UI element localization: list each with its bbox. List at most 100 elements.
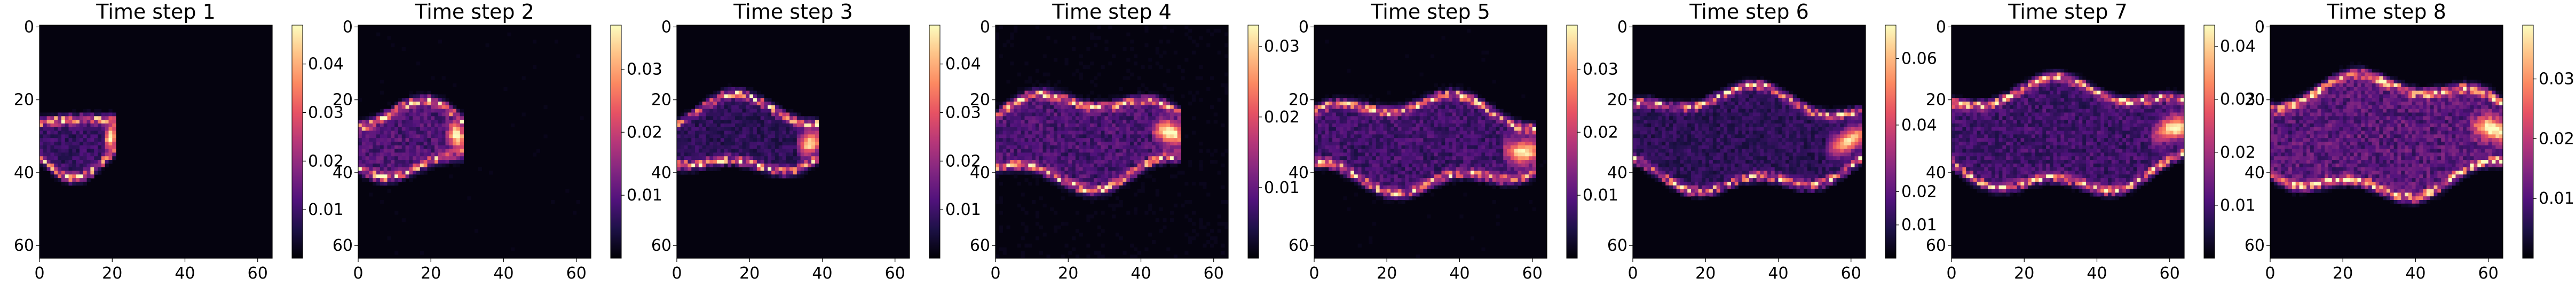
heatmap-cell [1405,181,1409,186]
heatmap-cell [724,116,728,120]
heatmap-cell [1213,112,1218,117]
heatmap-cell [1437,142,1442,146]
heatmap-cell [1412,163,1417,168]
heatmap-cell [706,127,710,131]
heatmap-cell [1518,145,1522,150]
heatmap-cell [702,112,706,117]
heatmap-cell [90,142,94,146]
heatmap-cell [735,112,739,117]
heatmap-cell [1104,189,1109,193]
heatmap-cell [438,40,442,44]
heatmap-cell [1072,116,1076,120]
heatmap-cell [387,36,391,40]
heatmap-cell [380,138,384,142]
heatmap-cell [43,156,48,160]
heatmap-cell [1035,163,1040,168]
heatmap-cell [1481,116,1485,120]
heatmap-cell [1006,120,1010,124]
heatmap-cell [1173,163,1178,168]
heatmap-cell [1097,109,1101,113]
heatmap-cell [1376,189,1380,193]
heatmap-cell [86,152,91,157]
heatmap-cell [112,142,116,146]
heatmap-cell [731,149,736,153]
heatmap-cell [1039,120,1043,124]
heatmap-cell [1387,130,1391,135]
heatmap-cell [768,130,772,135]
heatmap-cell [1097,72,1101,76]
heatmap-cell [1035,112,1040,117]
heatmap-cell [804,171,808,175]
heatmap-cell [1332,94,1337,98]
heatmap-cell [702,160,706,164]
heatmap-cell [1068,152,1072,157]
heatmap-cell [1210,105,1214,110]
heatmap-cell [369,167,373,171]
heatmap-cell [706,98,710,102]
heatmap-cell [420,94,424,98]
heatmap-cell [438,127,442,131]
heatmap-cell [409,142,413,146]
heatmap-cell [46,167,51,171]
heatmap-cell [1014,163,1018,168]
heatmap-cell [1002,134,1007,138]
heatmap-cell [1441,130,1445,135]
heatmap-cell [1361,145,1365,150]
heatmap-cell [112,134,116,138]
heatmap-cell [445,163,449,168]
heatmap-cell [394,123,399,128]
heatmap-cell [1528,156,1533,160]
heatmap-cell [1035,211,1040,215]
heatmap-cell [398,156,402,160]
heatmap-cell [391,116,395,120]
heatmap-cell [691,145,696,150]
heatmap-cell [731,109,736,113]
heatmap-cell [1343,123,1347,128]
heatmap-cell [746,167,750,171]
heatmap-cell [1354,181,1358,186]
heatmap-cell [786,142,790,146]
heatmap-cell [1325,163,1329,168]
heatmap-cell [86,171,91,175]
heatmap-cell [1075,127,1080,131]
heatmap-cell [1155,130,1159,135]
heatmap-cell [456,130,461,135]
heatmap-cell [746,116,750,120]
heatmap-cell [746,105,750,110]
heatmap-cell [1470,174,1475,179]
heatmap-cell [1347,152,1351,157]
heatmap-cell [1097,105,1101,110]
heatmap-cell [1075,149,1080,153]
heatmap-cell [1057,94,1062,98]
heatmap-cell [1061,87,1065,91]
heatmap-cell [1097,138,1101,142]
heatmap-cell [405,105,409,110]
heatmap-cell [387,163,391,168]
heatmap-cell [1409,112,1413,117]
heatmap-cell [65,123,69,128]
heatmap-cell [775,127,779,131]
heatmap-cell [580,116,584,120]
heatmap-cell [1148,233,1152,237]
heatmap-cell [431,156,435,160]
heatmap-cell [76,142,80,146]
heatmap-cell [380,178,384,182]
heatmap-cell [1445,116,1449,120]
heatmap-cell [1343,174,1347,179]
heatmap-cell [68,145,73,150]
heatmap-cell [1173,102,1178,106]
heatmap-cell [79,181,84,186]
heatmap-cell [112,138,116,142]
heatmap-cell [1481,127,1485,131]
heatmap-cell [1503,152,1507,157]
heatmap-cell [1133,247,1138,251]
heatmap-cell [684,112,688,117]
heatmap-cell [1401,167,1405,171]
heatmap-cell [804,149,808,153]
heatmap-cell [1397,138,1402,142]
heatmap-cell [1199,36,1203,40]
heatmap-cell [1061,174,1065,179]
heatmap-cell [1456,83,1460,88]
heatmap-cell [1054,90,1058,95]
heatmap-cell [94,156,98,160]
